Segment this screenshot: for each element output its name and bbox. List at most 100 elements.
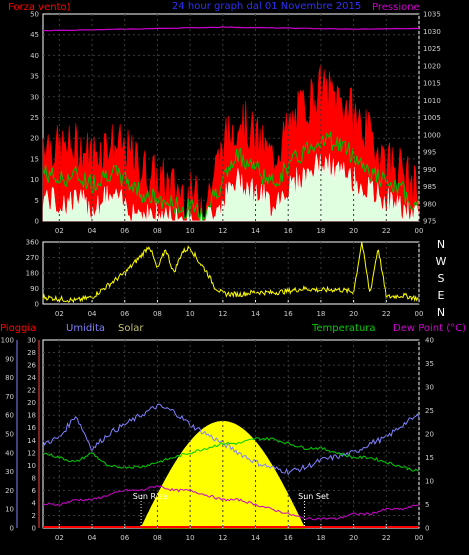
pressure-line — [42, 26, 420, 32]
humidity-axis-label: Umidita — [66, 323, 105, 334]
direction-x-tick-label: 10 — [186, 310, 195, 318]
direction-compass-label: N — [437, 238, 445, 251]
temperature-line — [42, 436, 420, 472]
direction-compass-label: S — [438, 272, 445, 285]
temperature-tick-label: 25 — [425, 407, 434, 415]
top-x-tick-label: 18 — [316, 227, 325, 235]
rain-tick-label: 0 — [32, 525, 36, 533]
wind-tick-label: 20 — [30, 135, 39, 143]
rain-tick-label: 18 — [27, 412, 36, 420]
pressure-tick-label: 1000 — [423, 131, 441, 139]
bottom-x-tick-label: 18 — [316, 534, 325, 542]
bottom-x-tick-label: 10 — [186, 534, 195, 542]
humidity-tick-label: 20 — [5, 487, 14, 495]
pressure-tick-label: 975 — [423, 218, 436, 226]
bottom-x-tick-label: 14 — [251, 534, 260, 542]
humidity-tick-label: 40 — [5, 449, 14, 457]
temperature-tick-label: 0 — [425, 525, 429, 533]
wind-tick-label: 35 — [30, 73, 39, 81]
temperature-axis-label: Temperatura — [311, 323, 376, 334]
pressure-tick-label: 980 — [423, 200, 436, 208]
temperature-tick-label: 10 — [425, 478, 434, 486]
direction-x-tick-label: 02 — [55, 310, 64, 318]
top-x-tick-label: 22 — [382, 227, 391, 235]
humidity-tick-label: 70 — [5, 393, 14, 401]
rain-axis-label: Pioggia — [0, 323, 36, 334]
rain-tick-label: 2 — [32, 512, 36, 520]
rain-tick-label: 14 — [27, 437, 36, 445]
top-x-tick-label: 00 — [415, 227, 424, 235]
pressure-tick-label: 1010 — [423, 97, 441, 105]
top-x-tick-label: 14 — [251, 227, 260, 235]
pressure-tick-label: 1015 — [423, 80, 441, 88]
humidity-tick-label: 10 — [5, 506, 14, 514]
direction-x-tick-label: 04 — [88, 310, 97, 318]
temperature-tick-label: 20 — [425, 431, 434, 439]
wind-tick-label: 0 — [35, 218, 39, 226]
humidity-tick-label: 60 — [5, 412, 14, 420]
humidity-tick-label: 100 — [1, 337, 14, 345]
top-x-tick-label: 02 — [55, 227, 64, 235]
direction-x-tick-label: 08 — [153, 310, 162, 318]
temperature-tick-label: 5 — [425, 501, 429, 509]
rain-tick-label: 10 — [27, 462, 36, 470]
wind-tick-label: 5 — [35, 197, 39, 205]
temperature-tick-label: 30 — [425, 384, 434, 392]
humidity-tick-label: 80 — [5, 374, 14, 382]
direction-x-tick-label: 06 — [120, 310, 129, 318]
direction-x-tick-label: 12 — [218, 310, 227, 318]
pressure-tick-label: 1035 — [423, 11, 441, 19]
sunrise-label: Sun Rise — [133, 492, 168, 501]
top-x-tick-label: 16 — [284, 227, 293, 235]
pressure-tick-label: 995 — [423, 149, 436, 157]
top-x-tick-label: 06 — [120, 227, 129, 235]
wind-tick-label: 10 — [30, 176, 39, 184]
direction-tick-label: 180 — [26, 270, 39, 278]
solar-axis-label: Solar — [118, 323, 144, 334]
solar-area — [140, 421, 306, 529]
direction-compass-label: N — [437, 306, 445, 319]
temperature-tick-label: 40 — [425, 337, 434, 345]
bottom-x-tick-label: 16 — [284, 534, 293, 542]
rain-tick-label: 28 — [27, 349, 36, 357]
rain-tick-label: 12 — [27, 449, 36, 457]
rain-tick-label: 6 — [32, 487, 37, 495]
wind-tick-label: 40 — [30, 52, 39, 60]
temperature-tick-label: 15 — [425, 454, 434, 462]
rain-tick-label: 24 — [27, 374, 36, 382]
direction-compass-label: E — [438, 289, 445, 302]
direction-compass-label: W — [436, 255, 447, 268]
dewpoint-axis-label: Dew Point (°C) — [393, 323, 466, 334]
direction-tick-label: 270 — [26, 254, 39, 262]
pressure-axis-label: Pressione — [372, 2, 420, 13]
bottom-x-tick-label: 02 — [55, 534, 64, 542]
rain-tick-label: 8 — [32, 474, 36, 482]
sunset-label: Sun Set — [298, 492, 329, 501]
direction-x-tick-label: 22 — [382, 310, 391, 318]
humidity-tick-label: 30 — [5, 468, 14, 476]
top-x-tick-label: 10 — [186, 227, 195, 235]
wind-tick-label: 30 — [30, 93, 39, 101]
pressure-tick-label: 985 — [423, 183, 436, 191]
top-x-tick-label: 12 — [218, 227, 227, 235]
top-chart-title: 24 hour graph dal 01 Novembre 2015 — [172, 1, 361, 12]
wind-direction-line — [42, 241, 419, 304]
rain-tick-label: 30 — [27, 337, 36, 345]
direction-tick-label: 0 — [35, 301, 39, 309]
direction-x-tick-label: 00 — [415, 310, 424, 318]
bottom-x-tick-label: 08 — [153, 534, 162, 542]
direction-x-tick-label: 20 — [349, 310, 358, 318]
bottom-x-tick-label: 12 — [218, 534, 227, 542]
direction-x-tick-label: 16 — [284, 310, 293, 318]
humidity-line — [42, 403, 420, 476]
bottom-x-tick-label: 00 — [415, 534, 424, 542]
top-x-tick-label: 08 — [153, 227, 162, 235]
top-x-tick-label: 04 — [88, 227, 97, 235]
wind-tick-label: 15 — [30, 155, 39, 163]
bottom-x-tick-label: 06 — [120, 534, 129, 542]
wind-tick-label: 50 — [30, 11, 39, 19]
chart-layer: 0510152025303540455097598098599099510001… — [1, 11, 447, 543]
direction-x-tick-label: 18 — [316, 310, 325, 318]
